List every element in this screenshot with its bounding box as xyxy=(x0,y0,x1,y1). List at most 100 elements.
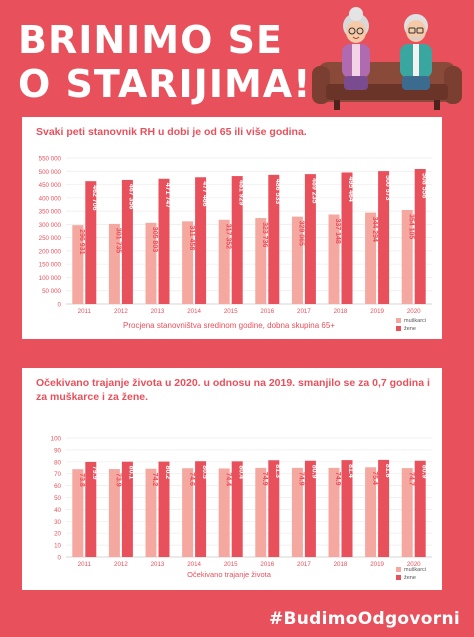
population-y-tick-label: 0 xyxy=(58,302,62,309)
elderly-couple-on-sofa-icon xyxy=(312,7,462,110)
life-expectancy-data-label: 75.4 xyxy=(371,471,378,485)
life-expectancy-data-label: 80.2 xyxy=(164,466,171,480)
life-expectancy-data-label: 81.3 xyxy=(274,464,281,478)
life-expectancy-bar-women xyxy=(341,460,353,557)
life-expectancy-data-label: 80.5 xyxy=(201,465,208,479)
life-expectancy-data-label: 81.4 xyxy=(347,464,354,478)
life-expectancy-x-tick-label: 2012 xyxy=(114,561,128,568)
population-data-label: 337 148 xyxy=(334,219,341,244)
population-data-label: 305 803 xyxy=(151,227,158,252)
population-data-label: 471 747 xyxy=(164,183,171,208)
life-expectancy-bar-women xyxy=(158,461,170,557)
population-x-axis-label: Procjena stanovništva sredinom godine, d… xyxy=(123,321,335,330)
population-bar-women xyxy=(158,178,170,304)
population-data-label: 323 736 xyxy=(261,222,268,247)
life-expectancy-bar-men xyxy=(145,468,157,557)
population-x-tick-label: 2017 xyxy=(297,308,311,315)
population-legend-swatch xyxy=(396,326,401,331)
population-bar-women xyxy=(231,176,243,304)
life-expectancy-x-axis-label: Očekivano trajanje života xyxy=(187,570,272,579)
population-bar-men xyxy=(108,223,120,304)
population-bar-men xyxy=(328,214,340,304)
population-y-tick-label: 350 000 xyxy=(39,209,62,216)
population-x-tick-label: 2013 xyxy=(151,308,165,315)
population-chart-title: Svaki peti stanovnik RH u dobi je od 65 … xyxy=(36,126,307,138)
population-bar-women xyxy=(304,174,316,304)
population-x-tick-label: 2018 xyxy=(334,308,348,315)
population-y-tick-label: 450 000 xyxy=(39,182,62,189)
life-expectancy-legend-swatch xyxy=(396,575,401,580)
population-data-label: 296 931 xyxy=(78,229,85,254)
life-expectancy-data-label: 74.4 xyxy=(224,472,231,486)
life-expectancy-data-label: 80.9 xyxy=(311,465,318,479)
life-expectancy-bar-men xyxy=(218,468,230,557)
population-bar-women xyxy=(195,177,207,304)
life-expectancy-y-tick-label: 0 xyxy=(58,555,62,562)
population-y-tick-label: 50 000 xyxy=(42,288,61,295)
population-data-label: 467 356 xyxy=(128,184,135,209)
population-bar-women xyxy=(121,179,133,304)
life-expectancy-bar-women xyxy=(85,461,97,557)
life-expectancy-data-label: 80.9 xyxy=(420,465,427,479)
population-data-label: 329 065 xyxy=(298,221,305,246)
population-y-tick-label: 250 000 xyxy=(39,235,62,242)
life-expectancy-x-tick-label: 2019 xyxy=(370,561,384,568)
life-expectancy-bar-men xyxy=(72,469,84,557)
population-y-tick-label: 300 000 xyxy=(39,222,62,229)
life-expectancy-data-label: 74.7 xyxy=(407,472,414,486)
population-data-label: 311 458 xyxy=(188,225,195,250)
life-expectancy-data-label: 74.9 xyxy=(334,472,341,486)
life-expectancy-y-tick-label: 90 xyxy=(54,447,61,454)
population-y-tick-label: 150 000 xyxy=(39,262,62,269)
population-x-tick-label: 2019 xyxy=(370,308,384,315)
population-bar-women xyxy=(85,181,97,304)
population-data-label: 477 466 xyxy=(201,181,208,206)
population-legend-label: muškarci xyxy=(404,318,426,324)
population-x-tick-label: 2011 xyxy=(78,308,92,315)
life-expectancy-bar-men xyxy=(291,467,303,557)
life-expectancy-x-tick-label: 2018 xyxy=(334,561,348,568)
headline-line-1: BRINIMO SE xyxy=(18,18,283,62)
life-expectancy-bar-women xyxy=(268,460,280,557)
population-y-tick-label: 200 000 xyxy=(39,248,62,255)
population-data-label: 344 294 xyxy=(371,217,378,242)
life-expectancy-chart: 0 10 20 30 40 50 60 70 80 90 100 73.8 79.9 2011 73.9 80… xyxy=(51,436,432,581)
population-y-tick-label: 500 000 xyxy=(39,169,62,176)
population-bar-men xyxy=(291,216,303,304)
life-expectancy-bar-women xyxy=(414,460,426,557)
life-expectancy-bar-men xyxy=(401,468,413,557)
life-expectancy-data-label: 74.9 xyxy=(261,472,268,486)
population-bar-women xyxy=(341,172,353,304)
life-expectancy-chart-title: Očekivano trajanje života u 2020. u odno… xyxy=(36,377,430,403)
life-expectancy-bar-women xyxy=(195,461,207,557)
life-expectancy-y-tick-label: 30 xyxy=(54,519,61,526)
life-expectancy-x-tick-label: 2017 xyxy=(297,561,311,568)
life-expectancy-bar-men xyxy=(365,467,377,557)
population-x-tick-label: 2012 xyxy=(114,308,128,315)
life-expectancy-data-label: 80.4 xyxy=(237,465,244,479)
population-bar-women xyxy=(378,171,390,304)
life-expectancy-legend-label: muškarci xyxy=(404,567,426,573)
life-expectancy-legend-label: žene xyxy=(404,575,416,581)
life-expectancy-bar-men xyxy=(328,467,340,557)
life-expectancy-x-tick-label: 2020 xyxy=(407,561,421,568)
population-x-tick-label: 2016 xyxy=(260,308,274,315)
life-expectancy-bar-men xyxy=(255,467,267,557)
population-data-label: 462 706 xyxy=(91,185,98,210)
population-x-tick-label: 2014 xyxy=(187,308,201,315)
life-expectancy-y-tick-label: 80 xyxy=(54,459,61,466)
headline-line-2: O STARIJIMA! xyxy=(18,62,312,106)
population-data-label: 495 464 xyxy=(347,176,354,201)
page-headline: BRINIMO SE O STARIJIMA! xyxy=(18,18,312,106)
life-expectancy-bar-men xyxy=(108,469,120,557)
life-expectancy-y-tick-label: 10 xyxy=(54,543,61,550)
population-bar-men xyxy=(182,221,194,304)
life-expectancy-y-tick-label: 40 xyxy=(54,507,61,514)
life-expectancy-y-tick-label: 100 xyxy=(51,436,62,443)
life-expectancy-x-tick-label: 2016 xyxy=(260,561,274,568)
population-bar-men xyxy=(145,222,157,304)
life-expectancy-bar-women xyxy=(231,461,243,557)
population-data-label: 481 929 xyxy=(237,180,244,205)
population-y-tick-label: 550 000 xyxy=(39,156,62,163)
population-data-label: 508 558 xyxy=(420,173,427,198)
